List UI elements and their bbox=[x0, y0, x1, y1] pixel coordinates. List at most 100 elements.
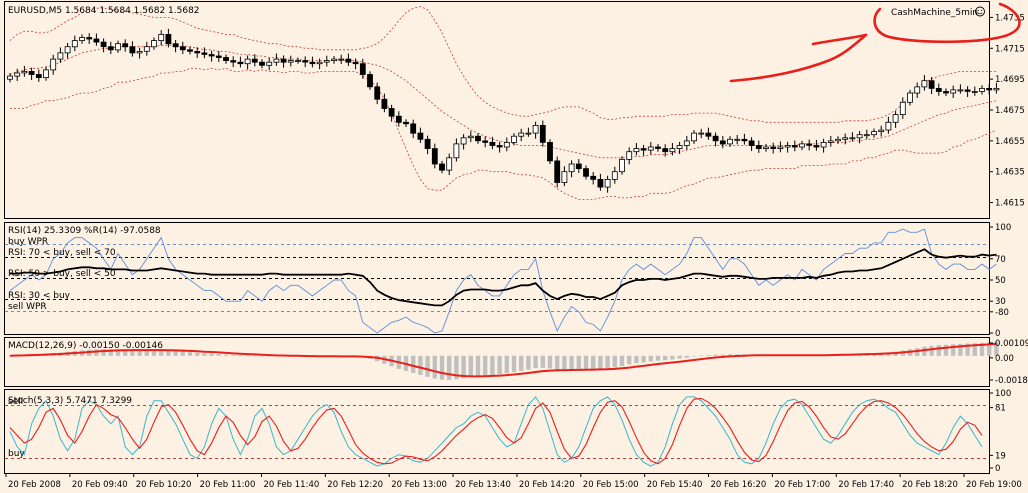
stoch-tick-label: 19 bbox=[995, 451, 1006, 461]
candle bbox=[115, 40, 121, 53]
candle bbox=[50, 54, 57, 75]
candle-body-bear bbox=[187, 49, 193, 52]
candle bbox=[7, 73, 13, 83]
stoch-level-label-buy: buy bbox=[8, 449, 25, 459]
candle-body-bear bbox=[374, 86, 381, 100]
candle bbox=[367, 71, 373, 90]
candle bbox=[878, 125, 885, 137]
candle bbox=[122, 39, 129, 52]
candle-body-bear bbox=[129, 46, 136, 54]
candle bbox=[935, 83, 942, 96]
candle-body-bull bbox=[691, 132, 697, 142]
candle-body-bear bbox=[662, 148, 669, 153]
candle bbox=[503, 137, 510, 152]
candle bbox=[460, 134, 467, 150]
candle-body-bear bbox=[964, 89, 971, 92]
candle bbox=[899, 97, 906, 119]
price-tick-label: 1.4695 bbox=[995, 75, 1025, 85]
candle bbox=[871, 128, 877, 138]
macd-bar bbox=[130, 349, 135, 356]
candle-body-bear bbox=[237, 61, 244, 65]
stoch-d-line bbox=[9, 397, 983, 465]
macd-bar bbox=[259, 355, 265, 357]
macd-bar bbox=[562, 355, 567, 370]
macd-bar bbox=[627, 355, 632, 365]
macd-bar bbox=[468, 355, 473, 378]
candle-body-bull bbox=[914, 86, 921, 94]
candle bbox=[907, 89, 913, 106]
candle bbox=[532, 121, 539, 139]
candle bbox=[993, 82, 1000, 94]
candle bbox=[179, 41, 186, 55]
candle-body-bull bbox=[669, 148, 676, 153]
macd-bar bbox=[929, 345, 934, 356]
macd-bar bbox=[612, 355, 617, 368]
macd-bar bbox=[569, 355, 574, 370]
macd-bar bbox=[123, 349, 128, 356]
candle bbox=[453, 138, 460, 162]
candle bbox=[381, 93, 388, 113]
macd-bar bbox=[987, 342, 992, 356]
macd-bar bbox=[641, 355, 646, 363]
candle bbox=[489, 136, 496, 150]
candle bbox=[763, 143, 769, 152]
candle-body-bear bbox=[806, 143, 813, 146]
x-tick-label: 20 Feb 14:20 bbox=[519, 480, 575, 490]
candle-body-bear bbox=[943, 91, 949, 94]
candle bbox=[151, 37, 157, 50]
candle bbox=[172, 40, 179, 53]
candle-body-bull bbox=[820, 141, 827, 148]
candle bbox=[755, 140, 762, 153]
macd-tick-label: 0.00109 bbox=[995, 339, 1028, 349]
candle-body-bull bbox=[611, 171, 618, 180]
x-tick-label: 20 Feb 13:40 bbox=[455, 480, 511, 490]
candle bbox=[338, 54, 345, 64]
candle bbox=[964, 86, 971, 97]
candle-body-bull bbox=[957, 89, 964, 92]
macd-bar bbox=[418, 355, 423, 375]
candle-body-bear bbox=[539, 125, 546, 143]
candle-body-bear bbox=[424, 138, 431, 150]
price-tick-label: 1.4615 bbox=[995, 199, 1025, 209]
candle bbox=[86, 33, 93, 44]
candle-body-bull bbox=[950, 89, 957, 94]
candle-body-bear bbox=[230, 60, 237, 63]
candle bbox=[352, 58, 359, 70]
rsi-tick-label: 30 bbox=[995, 297, 1006, 307]
candle-body-bear bbox=[640, 148, 647, 151]
candle-body-bull bbox=[158, 34, 165, 42]
candle-body-bear bbox=[259, 61, 265, 66]
rsi-series bbox=[9, 228, 997, 334]
candle-body-bear bbox=[302, 60, 309, 63]
candle bbox=[100, 38, 107, 53]
candle bbox=[719, 135, 726, 149]
candle-body-bull bbox=[511, 135, 517, 143]
candle bbox=[741, 133, 748, 145]
candle-body-bear bbox=[251, 58, 258, 63]
candle bbox=[734, 135, 741, 145]
candle bbox=[892, 110, 899, 128]
candle-body-bull bbox=[79, 37, 85, 41]
candle-body-bull bbox=[244, 58, 251, 65]
candle-body-bear bbox=[791, 145, 798, 148]
macd-bar bbox=[684, 355, 689, 358]
candle-body-bear bbox=[712, 135, 719, 142]
macd-bar bbox=[504, 355, 509, 374]
x-tick-label: 20 Feb 12:20 bbox=[327, 480, 383, 490]
candle-body-bear bbox=[986, 88, 993, 91]
candle bbox=[57, 47, 64, 63]
macd-bar bbox=[151, 350, 157, 356]
candle-body-bull bbox=[561, 171, 568, 183]
macd-bar bbox=[223, 354, 229, 356]
candle-body-bull bbox=[763, 146, 769, 149]
candle bbox=[626, 147, 633, 165]
macd-bar bbox=[475, 355, 481, 377]
candle-body-bear bbox=[489, 141, 496, 146]
price-tick-label: 1.4715 bbox=[995, 44, 1025, 54]
candle-body-bull bbox=[316, 61, 323, 65]
rsi-level-label-70: RSI: 70 < buy, sell < 70 bbox=[8, 248, 116, 258]
candle bbox=[525, 127, 532, 137]
candle bbox=[863, 129, 870, 139]
